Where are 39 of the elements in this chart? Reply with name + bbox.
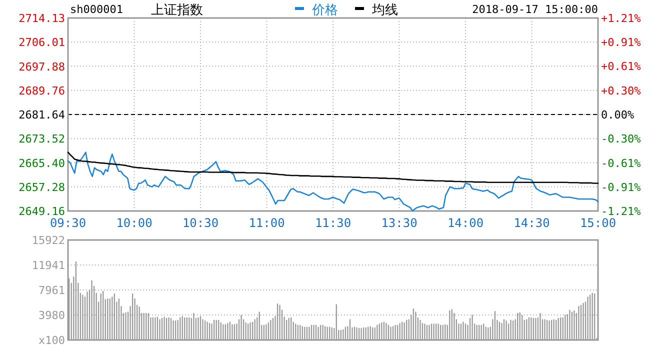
x-tick-label: 10:30: [182, 216, 219, 230]
x-tick-label: 09:30: [50, 216, 86, 230]
y-tick-label: 2681.64: [18, 108, 66, 122]
x-tick-label: 15:00: [580, 216, 616, 230]
y2-tick-label: -0.91%: [601, 181, 642, 194]
legend-label: 价格: [311, 3, 338, 18]
chart-subtitle: sh000001: [70, 3, 123, 16]
y2-tick-label: -0.61%: [601, 157, 642, 170]
x-tick-label: 13:30: [381, 216, 418, 230]
chart-title: 上证指数: [151, 3, 203, 18]
y2-tick-label: +0.91%: [601, 36, 642, 49]
y-tick-label: 11941: [32, 259, 65, 272]
y-tick-label: 2649.16: [18, 205, 65, 218]
x-tick-label: 10:00: [116, 216, 152, 230]
x-tick-label: 14:30: [514, 216, 550, 230]
y-tick-label: x100: [38, 334, 65, 347]
y-tick-label: 3980: [38, 309, 65, 322]
y-tick-label: 2689.76: [18, 84, 65, 98]
y-tick-label: 2697.88: [18, 60, 65, 74]
y2-tick-label: +0.30%: [601, 84, 642, 98]
y-tick-label: 2714.13: [18, 12, 65, 25]
y-tick-label: 2673.52: [18, 132, 65, 146]
text: 2018-09-17 15:00:00: [472, 3, 598, 16]
y2-tick-label: 0.00%: [601, 108, 634, 122]
x-tick-label: 11:00: [248, 216, 285, 230]
y2-tick-label: -0.30%: [601, 132, 642, 146]
line-series: [67, 152, 599, 184]
y2-tick-label: +0.61%: [601, 60, 642, 73]
x-tick-label: 14:00: [447, 216, 484, 230]
y-tick-label: 2657.28: [18, 180, 65, 194]
y2-tick-label: +1.21%: [601, 12, 642, 25]
line-series: [67, 152, 599, 212]
x-tick-label: 11:30: [314, 216, 352, 230]
y-tick-label: 7961: [38, 284, 65, 297]
y2-tick-label: -1.21%: [601, 205, 642, 218]
legend-label: 均线: [371, 3, 398, 18]
y-tick-label: 2665.40: [18, 156, 65, 170]
y-tick-label: 15922: [32, 234, 65, 247]
y-tick-label: 2706.01: [18, 36, 65, 50]
